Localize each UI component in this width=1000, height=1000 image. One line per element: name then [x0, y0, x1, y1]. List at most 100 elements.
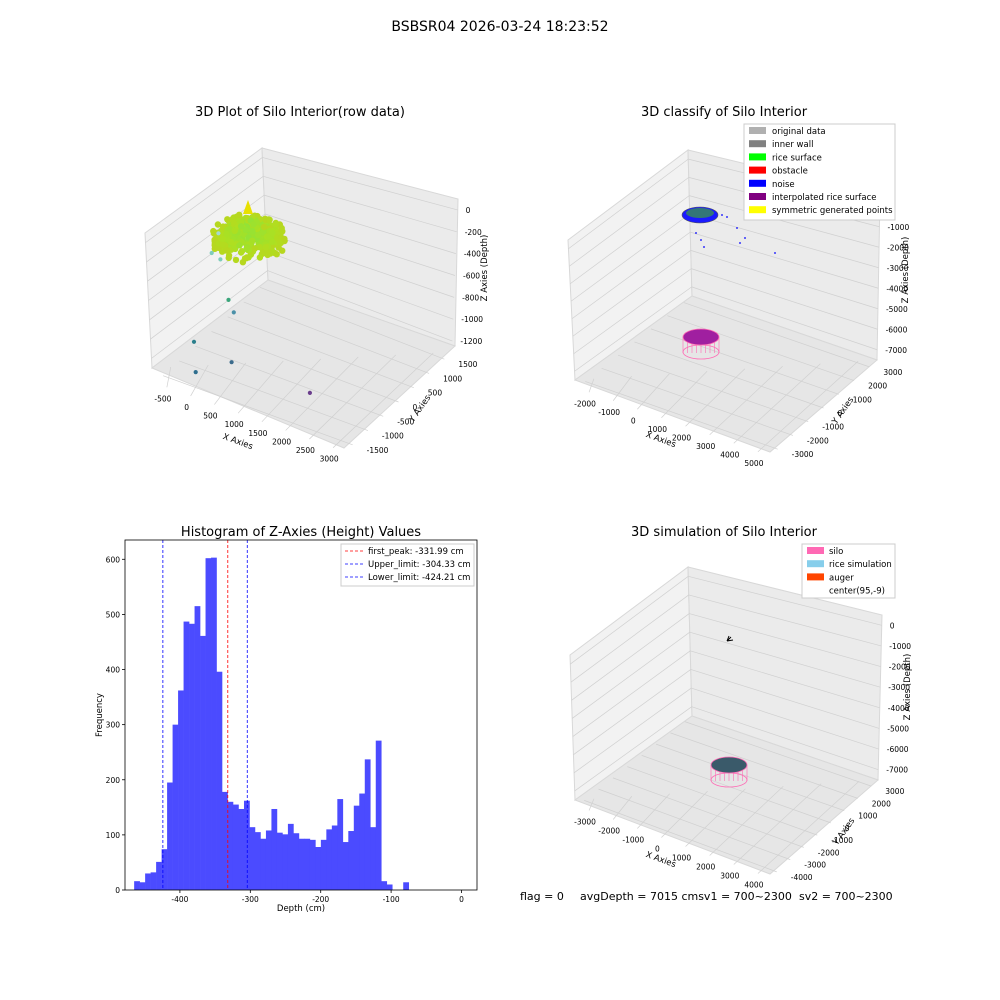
simulation-legend-label: auger — [829, 573, 854, 583]
classify-gridline — [585, 381, 778, 450]
classify-grid — [568, 158, 880, 453]
raw-dome-point — [262, 244, 270, 251]
classify-3d-panel: 3D classify of Silo Interior -2000-10000… — [567, 105, 911, 468]
raw-z-tick-label: -400 — [464, 250, 481, 259]
simulation-x-tick-label: -3000 — [574, 818, 596, 827]
classify-y-tick-label: 3000 — [883, 368, 902, 377]
histogram-bar — [359, 793, 366, 890]
histogram-bar — [320, 839, 327, 890]
simulation-gridline — [637, 793, 670, 829]
simulation-legend-swatch — [807, 560, 824, 568]
classify-legend-label: noise — [772, 180, 795, 190]
simulation-x-ticks: -3000-2000-1000 0 1000 2000 3000 4000 — [574, 818, 764, 890]
raw-dome-point — [239, 259, 247, 266]
classify-gridline — [569, 177, 689, 267]
histogram-x-label: Depth (cm) — [277, 904, 325, 914]
classify-z-tick-label: -2000 — [887, 243, 909, 252]
histogram-legend-label: first_peak: -331.99 cm — [368, 547, 464, 557]
classify-noise-point — [726, 216, 728, 218]
simulation-gridline — [688, 594, 882, 647]
classify-gridline — [689, 195, 880, 248]
raw-gridline — [266, 251, 454, 320]
simulation-z-tick-label: -7000 — [886, 766, 908, 775]
raw-x-ticks: -500 0 500 1000 1500 2000 2500 3000 — [154, 394, 339, 463]
raw-x-tick-label: -500 — [154, 394, 171, 403]
histogram-panel: Histogram of Z-Axies (Height) Values -40… — [95, 525, 478, 914]
raw-dome-point — [210, 230, 218, 237]
classify-z-tick-label: -1000 — [887, 223, 909, 232]
classify-gridline — [570, 213, 690, 302]
raw-floor-pane — [151, 279, 456, 449]
raw-z-tick-label: 0 — [466, 206, 471, 215]
simulation-gridline — [709, 785, 784, 856]
classify-gridline — [572, 250, 691, 337]
simulation-z-tick-label: -6000 — [887, 745, 909, 754]
simulation-silo-shapes — [710, 635, 748, 788]
histogram-x-tick-label: -300 — [242, 895, 259, 904]
histogram-bar — [375, 740, 382, 890]
classify-gridline — [733, 363, 821, 444]
simulation-rice-surface — [710, 756, 748, 774]
raw-dome-point — [250, 221, 257, 228]
raw-y-tick-label: 1000 — [443, 374, 462, 383]
simulation-legend-label: silo — [829, 547, 843, 557]
simulation-y-tick-label: 3000 — [885, 787, 904, 796]
raw-dome-point — [266, 216, 273, 223]
raw-outlier-point — [218, 257, 223, 262]
histogram-vlines — [162, 540, 248, 890]
classify-x-tick-label: 1000 — [648, 425, 667, 434]
raw-dome-point — [219, 240, 226, 248]
simulation-x-tick-label: 4000 — [744, 881, 763, 890]
simulation-x-tick-label: -2000 — [598, 827, 620, 836]
classify-gridline — [661, 371, 708, 418]
footer-flag: flag = 0 — [520, 890, 564, 903]
simulation-y-tick-label: -3000 — [804, 861, 826, 870]
classify-x-tick-label: 4000 — [720, 450, 739, 459]
raw-y-tick-label: 1500 — [458, 360, 477, 369]
simulation-gridline — [689, 631, 881, 688]
classify-x-tick-label: -2000 — [574, 399, 596, 408]
simulation-z-ticks: 0 -1000 -2000 -3000 -4000 -5000 -6000 -7000 — [886, 621, 911, 774]
classify-gridline — [683, 302, 870, 368]
histogram-bar — [370, 827, 377, 890]
simulation-y-tick-label: 1000 — [858, 812, 877, 821]
classify-legend-swatch — [749, 206, 766, 214]
histogram-bar — [216, 671, 223, 890]
histogram-legend-label: Upper_limit: -304.33 cm — [368, 560, 471, 570]
raw-gridline — [263, 175, 457, 233]
classify-gridline — [689, 213, 879, 269]
classify-noise-point — [703, 246, 705, 248]
histogram-bar — [249, 827, 256, 890]
simulation-plot-title: 3D simulation of Silo Interior — [631, 525, 818, 540]
histogram-y-tick-label: 600 — [106, 555, 121, 564]
classify-legend-label: original data — [772, 127, 826, 137]
raw-dome-point — [236, 211, 243, 218]
raw-3d-panel: 3D Plot of Silo Interior(row data) -500 0… — [144, 105, 490, 464]
raw-y-tick-label: -1000 — [382, 432, 404, 441]
simulation-legend-label: rice simulation — [829, 560, 892, 570]
raw-dome-point — [281, 235, 288, 243]
simulation-z-tick-label: -1000 — [889, 642, 911, 651]
raw-dome-point — [249, 237, 256, 244]
histogram-frame — [124, 539, 478, 891]
raw-z-tick-label: -1200 — [460, 337, 482, 346]
simulation-gridline — [572, 650, 691, 737]
raw-dome-point — [225, 252, 233, 259]
histogram-bar — [260, 838, 267, 890]
classify-gridline — [691, 268, 878, 330]
histogram-bar — [293, 833, 300, 890]
classify-gridline — [690, 250, 879, 310]
simulation-gridline — [641, 755, 831, 824]
histogram-bar — [364, 759, 371, 890]
classify-x-tick-label: -1000 — [598, 408, 620, 417]
raw-gridline — [237, 360, 284, 414]
classify-legend-label: symmetric generated points — [772, 206, 893, 216]
raw-dome-point — [232, 256, 240, 264]
figure-suptitle: BSBSR04 2026-03-24 18:23:52 — [391, 19, 608, 35]
histogram-y-label: Frequency — [95, 693, 105, 737]
histogram-bar — [189, 623, 195, 890]
histogram-y-tick-label: 300 — [106, 721, 121, 730]
raw-dome-point — [259, 229, 267, 236]
simulation-floor-pane — [573, 715, 879, 875]
